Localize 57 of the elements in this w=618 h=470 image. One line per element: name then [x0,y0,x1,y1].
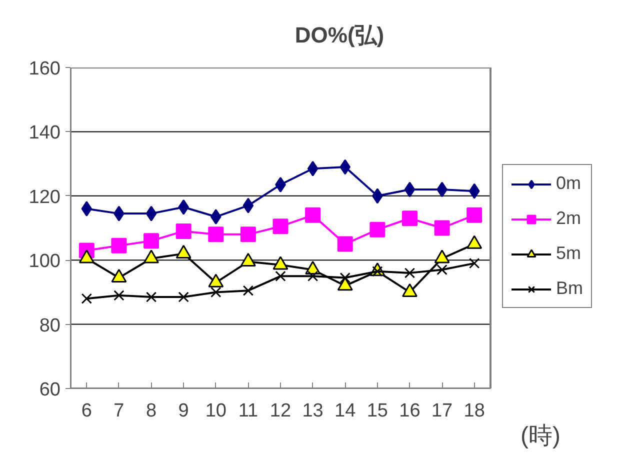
point [337,236,353,252]
x-tick-label: 15 [366,400,388,422]
point [240,226,256,242]
point [111,238,127,254]
x-tick-label: 16 [399,400,420,422]
point [370,222,386,238]
point [434,220,450,236]
x-tick-label: 7 [114,400,124,422]
point [307,160,318,176]
point [208,226,224,242]
point [307,270,318,282]
point [242,285,254,296]
x-tick-label: 14 [334,400,356,422]
point [436,264,448,276]
x-tick-label: 8 [146,400,157,422]
legend-label: 5m [556,243,582,264]
point [272,218,288,234]
point [404,268,416,278]
point [404,182,416,198]
y-tick-label: 140 [28,122,60,144]
x-tick-label: 18 [464,400,485,422]
point [242,198,254,214]
x-tick-label: 12 [270,400,292,422]
point [469,258,480,269]
x-tick-label: 17 [431,400,453,422]
point [340,272,350,284]
point [146,292,157,302]
point [176,223,192,239]
point [275,270,286,282]
point [81,293,92,304]
point [210,286,222,298]
x-axis-title: (時) [520,422,560,450]
y-tick-label: 60 [39,380,61,400]
point [468,183,480,199]
y-tick-label: 120 [28,186,60,208]
x-tick-label: 9 [178,400,189,422]
point [81,200,92,216]
y-tick-label: 80 [39,315,61,336]
point [305,207,321,223]
x-tick-label: 10 [205,400,226,422]
point [210,209,222,225]
legend-label: 2m [556,208,582,229]
point [146,206,157,222]
x-tick-label: 6 [81,400,92,422]
y-tick-label: 100 [28,251,60,272]
legend-label: Bm [556,278,583,299]
point [114,290,124,301]
legend-label: 0m [556,173,582,194]
y-tick-label: 160 [28,58,60,80]
point [402,210,418,226]
point [144,233,160,249]
chart-title: DO%(弘) [294,22,384,48]
point [466,207,482,223]
point [178,292,189,302]
x-tick-label: 13 [302,400,324,422]
x-tick-label: 11 [238,400,258,422]
point [340,159,351,175]
